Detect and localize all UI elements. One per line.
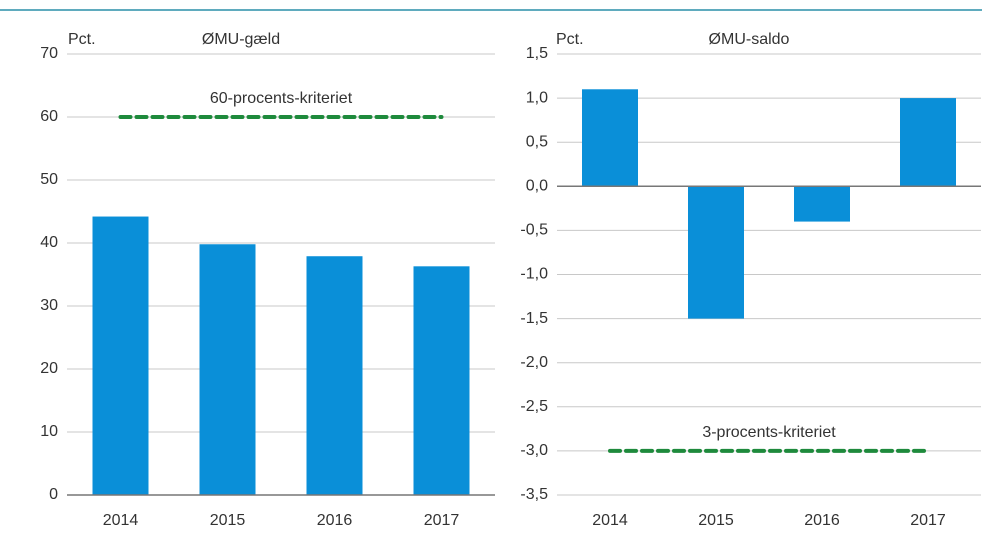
x-tick-label: 2016: [317, 512, 353, 529]
y-tick-label: -3,5: [520, 486, 548, 503]
x-tick-label: 2015: [210, 512, 246, 529]
y-tick-label: 20: [40, 360, 58, 377]
y-tick-label: 40: [40, 234, 58, 251]
bar: [688, 186, 744, 319]
y-tick-label: 0,5: [526, 133, 548, 150]
y-tick-label: -0,5: [520, 222, 548, 239]
y-tick-label: -3,0: [520, 442, 548, 459]
x-tick-label: 2014: [103, 512, 139, 529]
y-tick-label: 10: [40, 423, 58, 440]
y-tick-label: -2,5: [520, 398, 548, 415]
bar: [306, 256, 363, 495]
y-tick-label: 1,5: [526, 45, 548, 62]
x-tick-label: 2015: [698, 512, 734, 529]
y-tick-label: 0: [49, 486, 58, 503]
y-tick-label: 30: [40, 297, 58, 314]
bar: [794, 186, 850, 222]
y-tick-label: -2,0: [520, 354, 548, 371]
y-tick-label: -1,5: [520, 310, 548, 327]
chart-title: ØMU-gæld: [202, 31, 280, 48]
bar: [582, 89, 638, 187]
y-axis-unit: Pct.: [556, 31, 584, 48]
bar: [199, 244, 256, 495]
bar: [413, 266, 470, 495]
y-tick-label: 0,0: [526, 178, 548, 195]
bar: [900, 98, 956, 187]
reference-label: 60-procents-kriteriet: [210, 90, 353, 107]
y-tick-label: -1,0: [520, 266, 548, 283]
reference-label: 3-procents-kriteriet: [702, 424, 836, 441]
x-tick-label: 2014: [592, 512, 628, 529]
y-tick-label: 60: [40, 108, 58, 125]
x-tick-label: 2016: [804, 512, 840, 529]
x-tick-label: 2017: [910, 512, 946, 529]
chart-title: ØMU-saldo: [709, 31, 790, 48]
x-tick-label: 2017: [424, 512, 460, 529]
bar: [92, 216, 149, 496]
y-tick-label: 1,0: [526, 89, 548, 106]
y-tick-label: 70: [40, 45, 58, 62]
y-axis-unit: Pct.: [68, 31, 96, 48]
y-tick-label: 50: [40, 171, 58, 188]
